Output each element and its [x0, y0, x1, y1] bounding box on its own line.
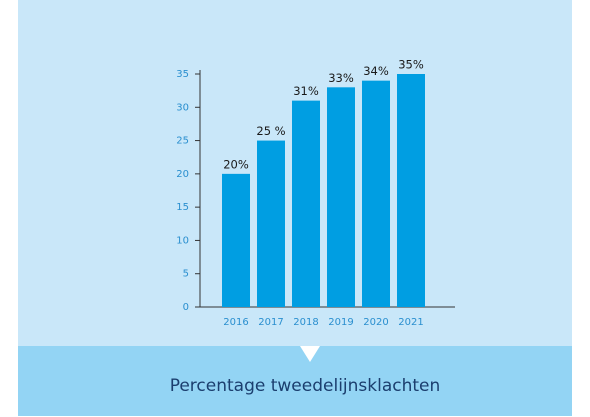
- x-tick-label: 2019: [328, 317, 353, 328]
- value-label: 34%: [363, 64, 389, 78]
- bar: [397, 74, 425, 307]
- bar: [292, 100, 320, 307]
- y-tick-label: 20: [176, 169, 189, 180]
- y-tick-label: 15: [176, 202, 189, 213]
- y-tick-label: 5: [183, 269, 189, 280]
- x-tick-label: 2018: [293, 317, 318, 328]
- value-label: 20%: [223, 157, 249, 171]
- x-tick-label: 2020: [363, 317, 388, 328]
- bar: [222, 173, 250, 307]
- y-tick-label: 10: [176, 235, 189, 246]
- y-tick-label: 25: [176, 136, 189, 147]
- value-label: 35%: [398, 58, 424, 72]
- x-tick-label: 2016: [223, 317, 248, 328]
- value-label: 31%: [293, 84, 319, 98]
- bar: [257, 140, 285, 307]
- x-tick-label: 2017: [258, 317, 283, 328]
- y-tick-label: 30: [176, 102, 189, 113]
- value-label: 33%: [328, 71, 354, 85]
- y-tick-label: 35: [176, 69, 189, 80]
- y-tick-label: 0: [183, 302, 189, 313]
- bar: [327, 87, 355, 307]
- bar: [362, 80, 390, 308]
- title-band: [18, 346, 572, 416]
- x-tick-label: 2021: [398, 317, 423, 328]
- value-label: 25 %: [256, 124, 285, 138]
- chart-title: Percentage tweedelijnsklachten: [170, 376, 441, 396]
